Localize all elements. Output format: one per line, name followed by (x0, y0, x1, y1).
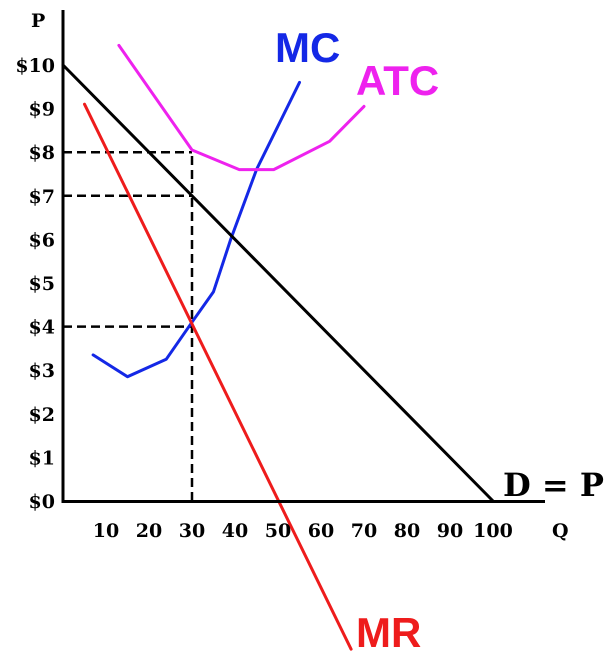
mr-line (83, 102, 353, 651)
y-tick-labels: $0 $1 $2 $3 $4 $5 $6 $7 $8 $9 $10 (15, 55, 55, 513)
reference-lines (63, 150, 194, 501)
x-tick-label: 80 (394, 520, 420, 542)
demand-label: D = P (503, 466, 604, 504)
demand-line (61, 63, 495, 503)
plot-lines (61, 43, 495, 651)
mr-label: MR (356, 609, 421, 656)
x-tick-label: 50 (265, 520, 291, 542)
x-tick-label: 100 (473, 520, 513, 542)
y-tick-label: $1 (29, 447, 55, 469)
atc-curve (117, 43, 366, 172)
x-tick-label: 30 (179, 520, 205, 542)
x-tick-label: 70 (351, 520, 377, 542)
y-tick-label: $6 (29, 229, 55, 251)
y-axis-title: P (31, 10, 45, 32)
y-tick-label: $3 (29, 360, 55, 382)
x-axis-title: Q (552, 520, 569, 542)
mc-curve (91, 80, 301, 379)
y-tick-label: $5 (29, 273, 55, 295)
y-tick-label: $9 (29, 99, 55, 121)
x-tick-label: 20 (136, 520, 162, 542)
mc-label: MC (275, 24, 340, 71)
y-tick-label: $8 (29, 142, 55, 164)
x-tick-label: 60 (308, 520, 334, 542)
x-tick-label: 40 (222, 520, 248, 542)
y-tick-label: $0 (29, 491, 55, 513)
y-tick-label: $4 (29, 317, 55, 339)
x-tick-labels: 10 20 30 40 50 60 70 80 90 100 (93, 520, 513, 542)
y-tick-label: $7 (29, 186, 55, 208)
x-tick-label: 90 (437, 520, 463, 542)
y-tick-label: $2 (29, 404, 55, 426)
atc-label: ATC (356, 57, 439, 104)
y-tick-label: $10 (15, 55, 55, 77)
x-tick-label: 10 (93, 520, 119, 542)
